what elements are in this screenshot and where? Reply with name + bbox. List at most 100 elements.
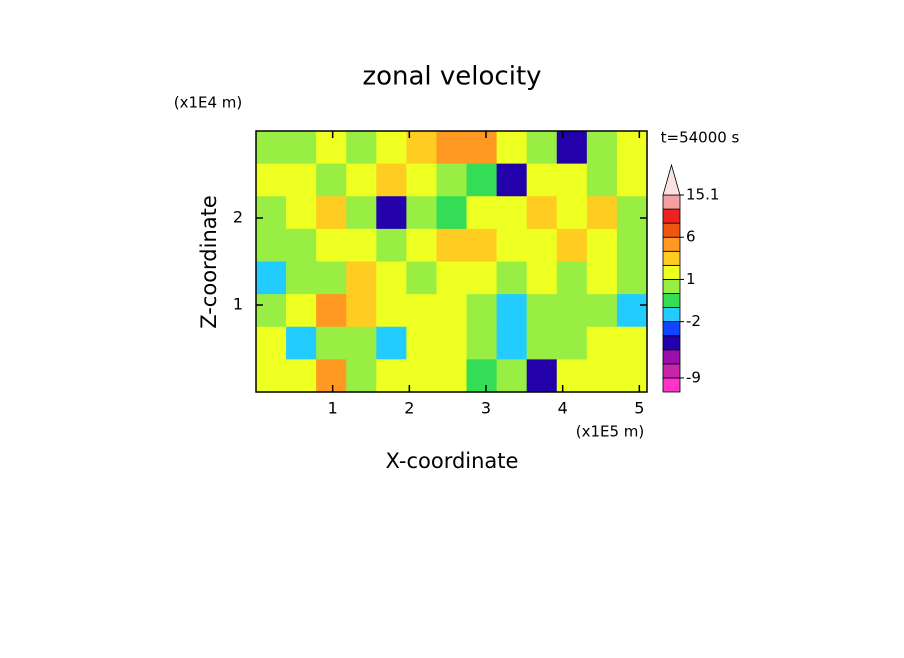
field-cell <box>526 131 558 165</box>
field-cell <box>316 294 347 328</box>
field-cell <box>376 131 407 165</box>
colorbar-band <box>662 307 681 323</box>
field-cell <box>376 294 407 328</box>
field-cell <box>316 261 347 295</box>
field-cell <box>406 359 437 393</box>
field-cell <box>286 131 317 165</box>
field-cell <box>346 163 377 197</box>
colorbar-band <box>662 349 681 365</box>
field-cell <box>526 359 558 393</box>
x-tick-label: 4 <box>558 399 568 418</box>
field-cell <box>346 359 377 393</box>
field-cell <box>526 196 558 230</box>
field-cell <box>346 326 377 360</box>
field-cell <box>526 261 558 295</box>
field-cell <box>586 326 618 360</box>
field-cell <box>316 326 347 360</box>
field-cell <box>496 196 528 230</box>
colorbar-tick-label: -2 <box>686 312 701 330</box>
field-cell <box>316 359 347 393</box>
field-cell <box>556 261 588 295</box>
field-cell <box>406 261 437 295</box>
field-cell <box>286 228 317 262</box>
field-cell <box>346 131 377 165</box>
field-cell <box>316 131 347 165</box>
field-cell <box>526 294 558 328</box>
colorbar-band <box>662 321 681 337</box>
field-cell <box>496 359 528 393</box>
x-tick-label: 2 <box>404 399 414 418</box>
field-cell <box>466 261 498 295</box>
field-cell <box>556 294 588 328</box>
field-cell <box>556 326 588 360</box>
field-cell <box>376 196 407 230</box>
field-cell <box>436 228 468 262</box>
colorbar-band <box>662 208 681 224</box>
colorbar-tick-label: 6 <box>686 228 696 246</box>
field-cell <box>286 163 317 197</box>
field-cell <box>496 228 528 262</box>
field-cell <box>256 359 287 393</box>
field-cell <box>526 163 558 197</box>
field-cell <box>436 131 468 165</box>
field-cell <box>436 163 468 197</box>
field-cell <box>256 131 287 165</box>
field-cell <box>346 261 377 295</box>
field-cell <box>436 326 468 360</box>
field-cell <box>586 163 618 197</box>
field-cell <box>496 326 528 360</box>
field-cell <box>616 131 648 165</box>
field-cell <box>466 326 498 360</box>
field-cell <box>586 196 618 230</box>
x-axis-label: X-coordinate <box>386 449 519 473</box>
field-cell <box>436 294 468 328</box>
field-cell <box>406 131 437 165</box>
field-cell <box>346 294 377 328</box>
field-cell <box>376 228 407 262</box>
field-cell <box>586 261 618 295</box>
field-cell <box>436 359 468 393</box>
colorbar-band <box>662 363 681 379</box>
field-cell <box>316 196 347 230</box>
field-cell <box>316 163 347 197</box>
field-cell <box>556 196 588 230</box>
field-cell <box>466 196 498 230</box>
x-tick-label: 5 <box>634 399 644 418</box>
field-cell <box>526 228 558 262</box>
colorbar-tick-label: 15.1 <box>686 186 719 204</box>
field-cell <box>556 131 588 165</box>
colorbar-band <box>662 264 681 280</box>
field-cell <box>286 261 317 295</box>
colorbar-extend <box>662 163 681 196</box>
colorbar-band <box>662 377 681 393</box>
field-cell <box>256 261 287 295</box>
field-cell <box>256 294 287 328</box>
colorbar-band <box>662 279 681 294</box>
field-cell <box>256 196 287 230</box>
field-cell <box>376 163 407 197</box>
field-cell <box>406 326 437 360</box>
field-cell <box>616 196 648 230</box>
x-tick-label: 3 <box>481 399 491 418</box>
field-cell <box>466 359 498 393</box>
field-cell <box>346 196 377 230</box>
y-tick-label: 2 <box>233 208 243 227</box>
field-cell <box>256 326 287 360</box>
field-cell <box>556 359 588 393</box>
field-cell <box>616 261 648 295</box>
x-tick-label: 1 <box>328 399 338 418</box>
y-unit: (x1E4 m) <box>174 94 243 112</box>
field-cell <box>376 359 407 393</box>
field-cell <box>376 326 407 360</box>
colorbar-band <box>662 335 681 351</box>
field-cell <box>286 326 317 360</box>
field-cell <box>496 294 528 328</box>
field-cell <box>586 359 618 393</box>
colorbar-tick-label: 1 <box>686 270 696 288</box>
field-cell <box>586 131 618 165</box>
colorbar-band <box>662 236 681 252</box>
colorbar-band <box>662 293 681 308</box>
field-cell <box>376 261 407 295</box>
colorbar-band <box>662 250 681 266</box>
